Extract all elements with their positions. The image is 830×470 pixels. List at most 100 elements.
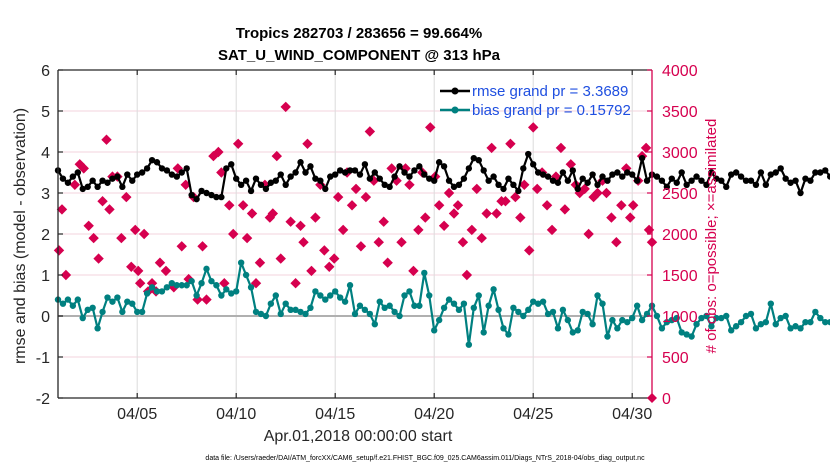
rmse-point (332, 171, 339, 178)
rmse-point (401, 169, 408, 176)
rmse-point (653, 173, 661, 180)
rmse-point (188, 191, 195, 199)
rmse-point (530, 161, 537, 168)
y-right-axis-label: # of obs: o=possible; ×=assimilated (703, 119, 720, 354)
obs-count-marker (346, 200, 358, 211)
bias-point (629, 314, 636, 322)
rmse-point (341, 169, 349, 176)
obs-count-marker (452, 200, 464, 211)
rmse-point (772, 169, 779, 176)
obs-count-marker (104, 204, 115, 215)
bias-point (718, 314, 725, 322)
bias-point (381, 304, 388, 311)
rmse-point (812, 169, 819, 176)
obs-count-marker (246, 208, 258, 219)
rmse-point (371, 169, 378, 176)
y-right-tick-labels: 0 500 1000 1500 2000 2500 3000 3500 4000 (662, 63, 698, 408)
bias-point (584, 310, 591, 318)
axes (57, 69, 653, 399)
obs-count-marker (373, 236, 384, 248)
rmse-point (183, 165, 190, 172)
rmse-point (336, 167, 344, 174)
rmse-point (213, 193, 220, 201)
obs-count-marker (160, 265, 172, 277)
bias-point (708, 323, 715, 330)
y-right-tick-label: 3500 (662, 104, 698, 121)
rmse-point (624, 169, 631, 176)
rmse-point (247, 187, 255, 195)
rmse-point (228, 161, 235, 168)
obs-count-marker (448, 208, 460, 219)
obs-count-marker (271, 150, 282, 162)
obs-count-marker (197, 241, 208, 252)
bias-point (252, 308, 260, 316)
rmse-point (544, 173, 552, 180)
bias-point (480, 329, 487, 336)
obs-count-marker (154, 257, 166, 268)
rmse-point (703, 181, 710, 188)
obs-count-marker (579, 183, 590, 195)
bias-point (153, 288, 161, 295)
bias-point (807, 318, 814, 326)
obs-count-marker (290, 277, 301, 289)
rmse-point (609, 171, 616, 178)
obs-count-marker (176, 241, 187, 252)
rmse-point (515, 187, 522, 195)
bias-point (64, 296, 72, 303)
bias-point (490, 286, 497, 293)
rmse-point (173, 173, 180, 180)
bias-point (426, 292, 433, 299)
bias-point (237, 259, 245, 266)
rmse-point (619, 173, 626, 180)
obs-count-marker (232, 138, 244, 150)
rmse-point (143, 165, 151, 172)
rmse-point (327, 173, 334, 180)
rmse-point (465, 165, 473, 172)
obs-count-marker (56, 204, 68, 215)
bias-point (554, 325, 562, 332)
bias-point (732, 323, 740, 330)
rmse-point (584, 179, 591, 186)
rmse-point (534, 169, 542, 176)
legend-bias-marker (451, 106, 459, 114)
bias-point (297, 308, 304, 316)
obs-count-marker (355, 241, 367, 252)
y-tick-labels: -2 -1 0 1 2 3 4 5 6 (36, 63, 50, 408)
obs-count-marker (466, 224, 478, 236)
rmse-point (168, 171, 176, 178)
x-tick-label: 04/10 (216, 406, 256, 423)
rmse-point (99, 177, 106, 184)
x-tick-label: 04/05 (117, 406, 157, 423)
rmse-point (203, 189, 210, 197)
bias-point (302, 310, 309, 318)
bias-point (693, 321, 700, 328)
obs-count-marker (324, 261, 335, 273)
rmse-point (777, 165, 784, 172)
bias-point (317, 292, 324, 299)
bias-point (465, 341, 473, 348)
bias-point (609, 316, 616, 324)
rmse-point (282, 181, 289, 188)
bias-point (742, 312, 750, 320)
obs-count-marker (350, 183, 362, 195)
bias-point (777, 314, 784, 322)
rmse-point (604, 177, 611, 184)
obs-count-marker (519, 179, 530, 191)
obs-count-marker (606, 212, 617, 223)
rmse-point (297, 159, 304, 166)
y-tick-label: 3 (41, 186, 50, 203)
y-tick-label: 2 (41, 227, 50, 244)
rmse-point (455, 181, 463, 188)
obs-count-marker (216, 167, 227, 178)
rmse-point (242, 177, 250, 184)
rmse-point (109, 175, 116, 182)
data-file-footnote: data file: /Users/raeder/DAI/ATM_forcXX/… (205, 455, 645, 462)
rmse-point (272, 177, 279, 184)
bias-point (178, 282, 185, 289)
bias-point (500, 325, 507, 332)
bias-point (341, 298, 349, 305)
rmse-point (450, 183, 458, 191)
rmse-point (445, 177, 453, 184)
bias-point (114, 294, 121, 301)
obs-count-marker (433, 200, 445, 211)
